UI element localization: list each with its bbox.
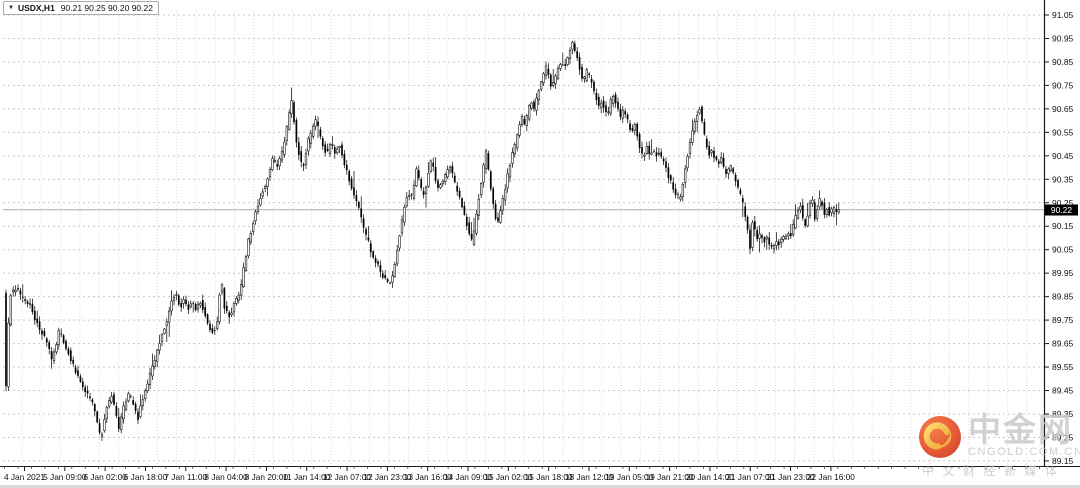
time-tick-label: 13 Jan 16:00 (404, 472, 452, 482)
price-tick-label: 90.75 (1052, 80, 1074, 90)
grid-horizontal (3, 14, 1044, 462)
price-tick-label: 90.35 (1052, 174, 1074, 184)
time-tick-label: 8 Jan 20:00 (245, 472, 289, 482)
watermark-domain: CNGOLD.COM.CN (968, 445, 1080, 458)
time-tick-label: 15 Jan 02:00 (484, 472, 532, 482)
price-tick-label: 89.55 (1052, 362, 1074, 372)
time-tick-label: 14 Jan 09:00 (444, 472, 492, 482)
price-tick-label: 89.65 (1052, 339, 1074, 349)
time-tick-label: 19 Jan 05:00 (605, 472, 653, 482)
time-tick-label: 18 Jan 12:00 (565, 472, 613, 482)
window-border-bottom (0, 485, 1080, 488)
ohlc-values: 90.21 90.25 90.20 90.22 (60, 2, 153, 13)
watermark-brand: 中金网 (968, 410, 1073, 448)
time-tick-label: 5 Jan 09:00 (43, 472, 87, 482)
price-axis[interactable]: 91.05 90.95 90.85 90.75 90.65 90.55 90.45 90.35… (1044, 10, 1074, 466)
current-price-tag-text: 90.22 (1051, 205, 1073, 215)
time-tick-label: 19 Jan 21:00 (646, 472, 694, 482)
watermark: 中金网 CNGOLD.COM.CN 中文财经新媒体 (918, 410, 1080, 485)
time-tick-label: 6 Jan 18:00 (124, 472, 168, 482)
time-tick-label: 21 Jan 07:00 (726, 472, 774, 482)
price-tick-label: 90.95 (1052, 33, 1074, 43)
time-tick-label: 15 Jan 18:00 (525, 472, 573, 482)
cngold-logo-icon (919, 416, 961, 458)
price-tick-label: 91.05 (1052, 10, 1074, 20)
watermark-tagline: 中文财经新媒体 (922, 464, 1066, 478)
time-tick-label: 7 Jan 11:00 (164, 472, 207, 482)
axis-frame (0, 0, 1080, 467)
price-tick-label: 89.15 (1052, 456, 1074, 466)
price-tick-label: 90.05 (1052, 245, 1074, 255)
time-tick-label: 12 Jan 23:00 (363, 472, 411, 482)
price-tick-label: 90.65 (1052, 104, 1074, 114)
time-tick-label: 8 Jan 04:00 (204, 472, 248, 482)
symbol-ohlc-label[interactable]: ▼ USDX,H1 90.21 90.25 90.20 90.22 (3, 1, 159, 15)
time-tick-label: 21 Jan 23:00 (767, 472, 815, 482)
price-tick-label: 90.45 (1052, 151, 1074, 161)
time-tick-label: 6 Jan 02:00 (83, 472, 127, 482)
current-price-tag: 90.22 (1045, 204, 1078, 216)
price-tick-label: 89.45 (1052, 386, 1074, 396)
grid-vertical (21, 10, 1028, 466)
time-tick-label: 12 Jan 07:00 (323, 472, 371, 482)
time-tick-label: 20 Jan 14:00 (686, 472, 734, 482)
price-tick-label: 90.25 (1052, 198, 1074, 208)
candles (5, 40, 840, 441)
price-tick-label: 89.85 (1052, 292, 1074, 302)
price-tick-label: 90.55 (1052, 127, 1074, 137)
dropdown-triangle-icon[interactable]: ▼ (8, 4, 14, 11)
price-tick-label: 89.35 (1052, 409, 1074, 419)
price-tick-label: 90.85 (1052, 57, 1074, 67)
price-tick-label: 89.25 (1052, 432, 1074, 442)
time-tick-label: 11 Jan 14:00 (283, 472, 331, 482)
symbol-name: USDX,H1 (17, 2, 55, 13)
price-tick-label: 89.75 (1052, 315, 1074, 325)
time-tick-label: 4 Jan 2021 (4, 472, 45, 482)
window-border-left (0, 0, 2, 488)
price-tick-label: 89.95 (1052, 268, 1074, 278)
price-tick-label: 90.15 (1052, 221, 1074, 231)
time-tick-label: 22 Jan 16:00 (807, 472, 855, 482)
